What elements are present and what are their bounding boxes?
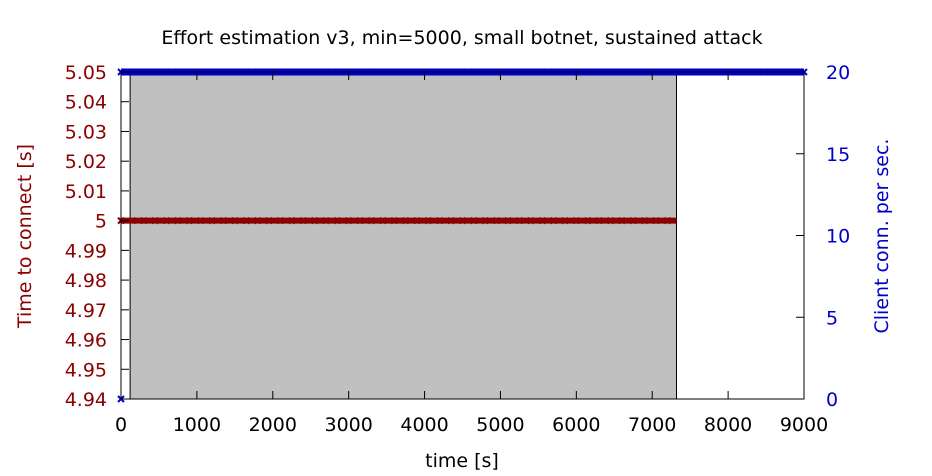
x-tick-label: 4000 xyxy=(400,414,448,436)
y-left-tick-label: 5.02 xyxy=(65,151,107,173)
series-point-left xyxy=(470,216,478,225)
y-left-tick-label: 5.05 xyxy=(65,62,107,84)
x-tick-label: 5000 xyxy=(476,414,524,436)
y-axis-left-label: Time to connect [s] xyxy=(14,144,36,329)
series-point-left xyxy=(595,216,603,225)
x-tick-label: 3000 xyxy=(324,414,372,436)
y-left-tick-label: 4.98 xyxy=(65,270,107,292)
series-point-left xyxy=(219,216,228,225)
x-tick-label: 7000 xyxy=(628,414,676,436)
y-left-tick-label: 5 xyxy=(95,211,107,233)
series-point-left xyxy=(310,216,319,225)
series-point-left xyxy=(379,216,387,225)
series-point-left xyxy=(208,216,216,225)
y-left-tick-label: 4.95 xyxy=(65,359,107,381)
series-point-left xyxy=(561,216,569,225)
series-point-left xyxy=(436,216,444,225)
series-point-left xyxy=(344,216,353,225)
x-axis-label: time [s] xyxy=(425,450,499,472)
series-point-left xyxy=(584,216,592,225)
series-point-left xyxy=(196,216,205,225)
series-point-left xyxy=(390,216,398,225)
series-point-left xyxy=(447,216,455,225)
x-tick-label: 2000 xyxy=(249,414,297,436)
series-point-left xyxy=(515,216,524,225)
series-point-left xyxy=(322,216,330,225)
y-right-tick-label: 5 xyxy=(826,307,838,329)
series-point-left xyxy=(458,216,467,225)
y-axis-right-label: Client conn. per sec. xyxy=(871,139,893,334)
series-point-left xyxy=(162,216,171,225)
series-point-left xyxy=(618,216,626,225)
y-left-tick-label: 5.03 xyxy=(65,121,107,143)
series-point-left xyxy=(640,216,649,225)
series-point-left xyxy=(538,216,546,225)
y-right-tick-label: 10 xyxy=(826,226,850,248)
y-left-tick-label: 4.97 xyxy=(65,300,107,322)
series-point-left xyxy=(663,216,672,225)
series-point-left xyxy=(424,216,433,225)
series-point-left xyxy=(128,216,137,225)
series-point-left xyxy=(356,216,364,225)
x-axis: 0 1000 2000 3000 4000 5000 6000 7000 8000 9000 xyxy=(115,72,828,436)
series-point-left xyxy=(367,216,376,225)
series-point-left xyxy=(572,216,581,225)
y-left-tick-label: 5.04 xyxy=(65,92,107,114)
series-point-left xyxy=(299,216,307,225)
y-left-tick-label: 5.01 xyxy=(65,181,107,203)
x-tick-label: 9000 xyxy=(780,414,828,436)
series-point-left xyxy=(242,216,250,225)
series-point-left xyxy=(265,216,273,225)
series-point-left xyxy=(606,216,615,225)
series-point-left xyxy=(276,216,285,225)
series-point-left xyxy=(253,216,262,225)
series-point-left xyxy=(401,216,410,225)
y-axis-left: 4.94 4.95 4.96 4.97 4.98 4.99 5 5.01 5.02 5.03 5.0… xyxy=(65,62,129,411)
y-right-tick-label: 20 xyxy=(826,62,850,84)
series-point-left xyxy=(652,216,660,225)
x-tick-label: 6000 xyxy=(552,414,600,436)
series-point-left xyxy=(492,216,501,225)
series-point-left xyxy=(413,216,421,225)
series-point-left xyxy=(481,216,489,225)
x-tick-label: 0 xyxy=(115,414,127,436)
series-point-left xyxy=(151,216,159,225)
y-left-tick-label: 4.96 xyxy=(65,330,107,352)
attack-period-region xyxy=(129,71,678,400)
series-point-left xyxy=(288,216,296,225)
series-point-left xyxy=(174,216,182,225)
series-point-left xyxy=(140,216,148,225)
series-point-left xyxy=(527,216,535,225)
x-tick-label: 8000 xyxy=(704,414,752,436)
chart-title: Effort estimation v3, min=5000, small bo… xyxy=(161,27,762,49)
series-point-left xyxy=(504,216,512,225)
y-right-tick-label: 0 xyxy=(826,389,838,411)
series-point-left xyxy=(333,216,341,225)
series-point-left xyxy=(185,216,194,225)
series-point-left xyxy=(629,216,637,225)
y-axis-right: 0 5 10 15 20 xyxy=(796,62,850,411)
y-left-tick-label: 4.94 xyxy=(65,389,107,411)
x-tick-label: 1000 xyxy=(173,414,221,436)
y-left-tick-label: 4.99 xyxy=(65,240,107,262)
series-point-left xyxy=(549,216,558,225)
series-point-left xyxy=(231,216,239,225)
y-right-tick-label: 15 xyxy=(826,144,850,166)
